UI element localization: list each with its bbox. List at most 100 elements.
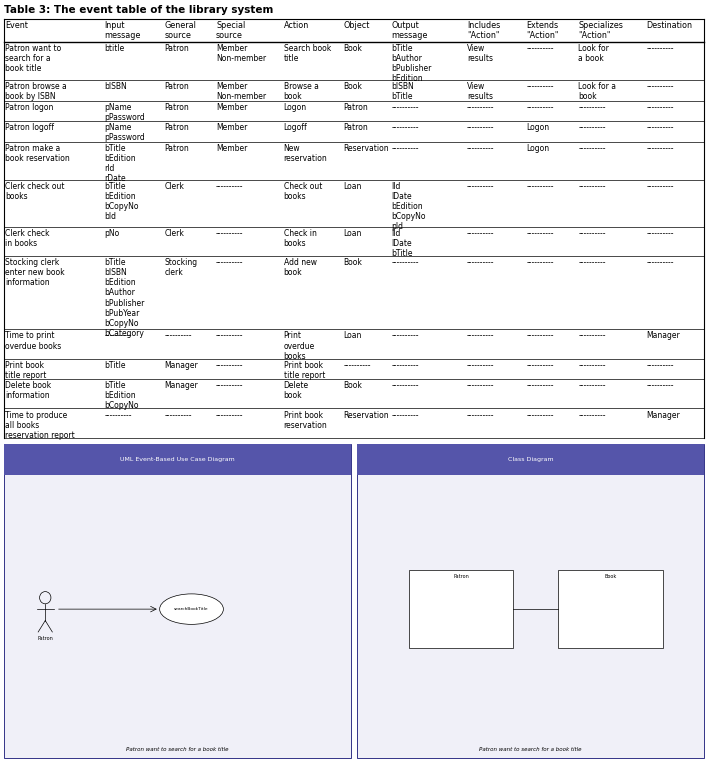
- Text: Search book
title: Search book title: [284, 44, 331, 63]
- Text: Patron logon: Patron logon: [5, 103, 53, 112]
- Text: ----------: ----------: [527, 103, 554, 112]
- Text: ----------: ----------: [578, 182, 606, 191]
- Text: Book: Book: [343, 82, 362, 91]
- Text: Logon: Logon: [284, 103, 307, 112]
- Text: Print book
title report: Print book title report: [284, 361, 325, 380]
- Text: pName
pPassword: pName pPassword: [105, 123, 145, 142]
- Text: View
results: View results: [467, 44, 493, 63]
- Text: Logon: Logon: [527, 144, 550, 153]
- Text: Patron: Patron: [164, 123, 189, 133]
- Text: Extends
"Action": Extends "Action": [527, 21, 559, 40]
- Text: ----------: ----------: [216, 229, 244, 238]
- Ellipse shape: [160, 594, 224, 624]
- Text: Add new
book: Add new book: [284, 258, 316, 277]
- Text: Stocking clerk
enter new book
information: Stocking clerk enter new book informatio…: [5, 258, 64, 287]
- Text: Input
message: Input message: [105, 21, 141, 40]
- Text: Table 3: The event table of the library system: Table 3: The event table of the library …: [4, 5, 273, 15]
- Text: ----------: ----------: [578, 123, 606, 133]
- Text: ----------: ----------: [527, 331, 554, 341]
- Text: Logon: Logon: [527, 123, 550, 133]
- Text: Patron make a
book reservation: Patron make a book reservation: [5, 144, 69, 163]
- Text: Print book
title report: Print book title report: [5, 361, 46, 380]
- Text: ----------: ----------: [646, 82, 673, 91]
- Text: Member: Member: [216, 123, 247, 133]
- Text: Check in
books: Check in books: [284, 229, 316, 248]
- Text: ----------: ----------: [578, 411, 606, 420]
- Bar: [357, 444, 704, 475]
- Text: Delete
book: Delete book: [284, 382, 309, 401]
- Text: ----------: ----------: [392, 331, 418, 341]
- Text: ----------: ----------: [392, 411, 418, 420]
- Text: UML Event-Based Use Case Diagram: UML Event-Based Use Case Diagram: [120, 457, 235, 462]
- Text: ----------: ----------: [467, 229, 494, 238]
- Text: ----------: ----------: [467, 382, 494, 390]
- Text: ----------: ----------: [578, 103, 606, 112]
- Text: Print
overdue
books: Print overdue books: [284, 331, 315, 360]
- Text: Book: Book: [343, 44, 362, 53]
- Text: ----------: ----------: [392, 103, 418, 112]
- Text: Patron: Patron: [164, 44, 189, 53]
- Text: Patron want to search for a book title: Patron want to search for a book title: [126, 747, 229, 752]
- Text: Manager: Manager: [164, 361, 198, 370]
- Text: searchBookTitle: searchBookTitle: [174, 607, 209, 611]
- Bar: [559, 570, 663, 648]
- Text: ----------: ----------: [646, 229, 673, 238]
- Text: Clerk: Clerk: [164, 229, 184, 238]
- Text: ----------: ----------: [527, 44, 554, 53]
- Text: ----------: ----------: [578, 229, 606, 238]
- Text: Includes
"Action": Includes "Action": [467, 21, 500, 40]
- Text: ----------: ----------: [527, 361, 554, 370]
- Text: Stocking
clerk: Stocking clerk: [164, 258, 198, 277]
- Text: Print book
reservation: Print book reservation: [284, 411, 328, 430]
- Text: ----------: ----------: [164, 411, 192, 420]
- Text: ----------: ----------: [467, 123, 494, 133]
- Text: ----------: ----------: [467, 258, 494, 267]
- Text: Delete book
information: Delete book information: [5, 382, 51, 401]
- Text: Member
Non-member: Member Non-member: [216, 44, 266, 63]
- Text: bTitle
bAuthor
bPublisher
bEdition: bTitle bAuthor bPublisher bEdition: [392, 44, 432, 83]
- Text: ----------: ----------: [216, 382, 244, 390]
- Text: ----------: ----------: [578, 258, 606, 267]
- Text: ----------: ----------: [646, 44, 673, 53]
- Text: ----------: ----------: [527, 411, 554, 420]
- Text: ----------: ----------: [216, 182, 244, 191]
- Text: ----------: ----------: [216, 258, 244, 267]
- Text: pName
pPassword: pName pPassword: [105, 103, 145, 122]
- Text: bISBN
bTitle: bISBN bTitle: [392, 82, 414, 101]
- Text: Special
source: Special source: [216, 21, 245, 40]
- Text: ----------: ----------: [527, 258, 554, 267]
- Text: ----------: ----------: [646, 361, 673, 370]
- Text: New
reservation: New reservation: [284, 144, 328, 163]
- Bar: [4, 444, 351, 758]
- Text: Book: Book: [605, 574, 617, 578]
- Text: ----------: ----------: [392, 361, 418, 370]
- Bar: [409, 570, 513, 648]
- Text: View
results: View results: [467, 82, 493, 101]
- Text: Manager: Manager: [646, 331, 680, 341]
- Text: Patron: Patron: [38, 636, 53, 641]
- Text: Member: Member: [216, 144, 247, 153]
- Text: Patron want to search for a book title: Patron want to search for a book title: [479, 747, 582, 752]
- Text: Loan: Loan: [343, 331, 362, 341]
- Text: ----------: ----------: [646, 144, 673, 153]
- Text: ----------: ----------: [467, 411, 494, 420]
- Text: Book: Book: [343, 382, 362, 390]
- Text: ----------: ----------: [646, 258, 673, 267]
- Text: ----------: ----------: [164, 331, 192, 341]
- Text: Logoff: Logoff: [284, 123, 307, 133]
- Text: ----------: ----------: [527, 229, 554, 238]
- Text: Patron: Patron: [343, 123, 368, 133]
- Text: ----------: ----------: [646, 182, 673, 191]
- Text: Class Diagram: Class Diagram: [508, 457, 554, 462]
- Text: ----------: ----------: [392, 382, 418, 390]
- Text: ----------: ----------: [578, 361, 606, 370]
- Text: ----------: ----------: [467, 103, 494, 112]
- Text: Look for a
book: Look for a book: [578, 82, 617, 101]
- Text: btitle: btitle: [105, 44, 125, 53]
- Text: Patron browse a
book by ISBN: Patron browse a book by ISBN: [5, 82, 67, 101]
- Text: bTitle: bTitle: [105, 361, 126, 370]
- Text: bTitle
bEdition
bCopyNo: bTitle bEdition bCopyNo: [105, 382, 139, 411]
- Text: ----------: ----------: [527, 382, 554, 390]
- Text: ----------: ----------: [105, 411, 132, 420]
- Text: Clerk check out
books: Clerk check out books: [5, 182, 64, 201]
